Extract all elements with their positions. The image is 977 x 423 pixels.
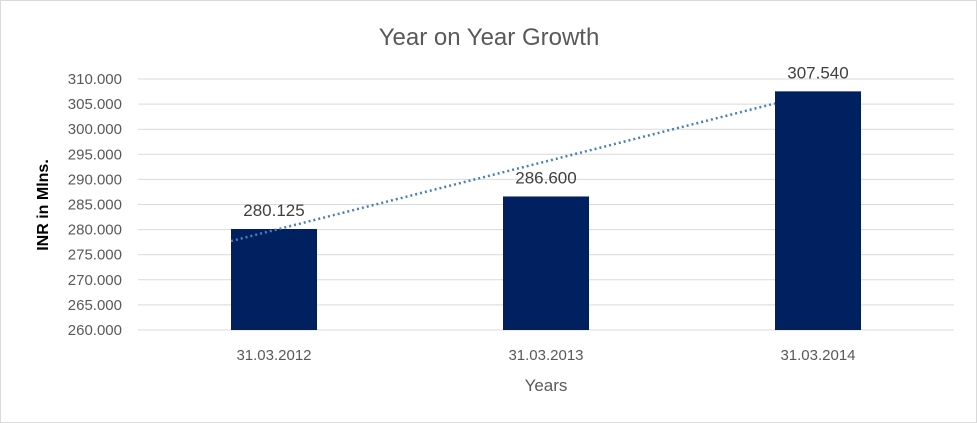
- x-tick-label: 31.03.2012: [236, 347, 311, 364]
- y-tick-label: 310.000: [68, 71, 122, 88]
- data-label: 307.540: [787, 63, 848, 82]
- y-tick-label: 280.000: [68, 222, 122, 239]
- x-axis-ticks: 31.03.2012 31.03.2013 31.03.2014: [236, 347, 855, 364]
- y-axis-ticks: 260.000 265.000 270.000 275.000 280.000 285.0…: [68, 71, 122, 339]
- y-tick-label: 260.000: [68, 322, 122, 339]
- x-tick-label: 31.03.2014: [780, 347, 855, 364]
- bars: [231, 91, 861, 330]
- x-tick-label: 31.03.2013: [508, 347, 583, 364]
- trendline-group: [230, 102, 776, 243]
- y-tick-label: 285.000: [68, 197, 122, 214]
- chart-title: Year on Year Growth: [379, 24, 600, 51]
- y-tick-label: 265.000: [68, 297, 122, 314]
- y-tick-label: 300.000: [68, 121, 122, 138]
- trendline: [230, 102, 776, 243]
- bar: [775, 91, 861, 330]
- data-labels: 280.125 286.600 307.540: [243, 63, 848, 220]
- y-tick-label: 275.000: [68, 247, 122, 264]
- x-axis-title: Years: [525, 376, 568, 395]
- data-label: 280.125: [243, 201, 304, 220]
- bar: [231, 228, 317, 330]
- bar: [503, 196, 589, 330]
- y-axis-title: INR in Mlns.: [35, 159, 52, 251]
- y-tick-label: 270.000: [68, 272, 122, 289]
- y-tick-label: 305.000: [68, 96, 122, 113]
- y-tick-label: 295.000: [68, 146, 122, 163]
- y-tick-label: 290.000: [68, 171, 122, 188]
- data-label: 286.600: [515, 168, 576, 187]
